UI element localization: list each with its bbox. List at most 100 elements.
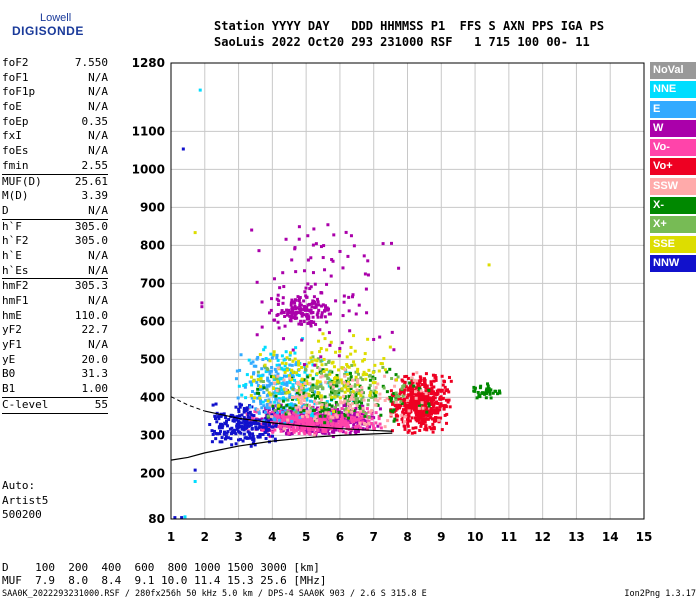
echo-point [315,401,319,405]
echo-point [360,390,364,394]
echo-point [412,378,416,382]
echo-point [289,316,293,320]
echo-point [434,417,438,421]
echo-point [329,386,333,390]
legend-item-noval: NoVal [650,62,696,79]
echo-point [329,274,333,278]
echo-point [407,393,411,397]
echo-point [270,382,274,386]
echo-point [343,374,347,378]
echo-point [302,416,306,420]
echo-point [333,395,337,399]
param-row: foF1p N/A [2,85,108,100]
echo-point [252,399,256,403]
echo-point [278,418,282,422]
echo-point [267,427,271,431]
legend-item-x: X+ [650,216,696,234]
echo-point [238,405,242,409]
echo-point [353,349,357,353]
echo-point [325,348,329,352]
echo-point [291,374,295,378]
echo-point [386,419,390,423]
echo-point [416,401,420,405]
echo-point [434,378,438,382]
echo-point [429,408,433,412]
echo-point [284,350,288,354]
echo-point [345,372,349,376]
echo-point [417,406,421,410]
param-row: h`E N/A [2,249,108,264]
echo-point [320,311,324,315]
echo-point [276,358,280,362]
echo-point [276,293,280,297]
echo-point [319,375,323,379]
param-name: fxI [2,129,22,143]
echo-point [376,382,380,386]
echo-point [273,419,277,423]
param-separator [2,218,108,220]
echo-point [200,301,204,305]
echo-point [418,404,422,408]
echo-point [305,295,309,299]
echo-point [280,382,284,386]
echo-point [366,403,370,407]
echo-point [414,410,418,414]
echo-point [307,361,311,365]
echo-point [406,376,410,380]
echo-point [346,413,350,417]
echo-point [266,376,270,380]
echo-point [309,285,313,289]
echo-point [483,392,487,396]
echo-point [413,390,417,394]
echo-point [301,404,305,408]
echo-point [265,421,269,425]
echo-point [388,345,392,349]
echo-point [297,322,301,326]
echo-point [348,397,352,401]
param-value: N/A [88,144,108,158]
echo-point [302,393,306,397]
echo-point [313,426,317,430]
echo-point [325,282,329,286]
echo-point [235,427,239,431]
echo-point [315,372,319,376]
echo-point [254,364,258,368]
echo-point [262,384,266,388]
auto-line: 500200 [2,508,42,522]
echo-point [399,400,403,404]
echo-point [306,427,310,431]
echo-point [400,387,404,391]
echo-point [417,409,421,413]
echo-point [273,367,277,371]
echo-point [277,387,281,391]
echo-point [406,412,410,416]
echo-point [278,387,282,391]
echo-point [245,373,249,377]
echo-point [263,345,267,349]
echo-point [256,355,260,359]
echo-point [358,384,362,388]
echo-point [294,429,298,433]
echo-point [337,368,341,372]
y-tick-label: 800 [140,238,165,252]
echo-point [363,414,367,418]
echo-point [268,400,272,404]
echo-point [352,360,356,364]
echo-point [324,380,328,384]
echo-point [307,309,311,313]
echo-point [304,423,308,427]
echo-point [280,392,284,396]
echo-point [290,313,294,317]
echo-point [304,413,308,417]
echo-point [357,404,361,408]
echo-point [313,399,317,403]
echo-point [275,363,279,367]
header-line-1: Station YYYY DAY DDD HHMMSS P1 FFS S AXN… [214,19,605,33]
echo-point [306,425,310,429]
echo-point [301,422,305,426]
echo-point [250,228,254,232]
echo-point [234,442,238,446]
echo-point [236,415,240,419]
legend-item-sse: SSE [650,235,696,253]
echo-point [428,425,432,429]
